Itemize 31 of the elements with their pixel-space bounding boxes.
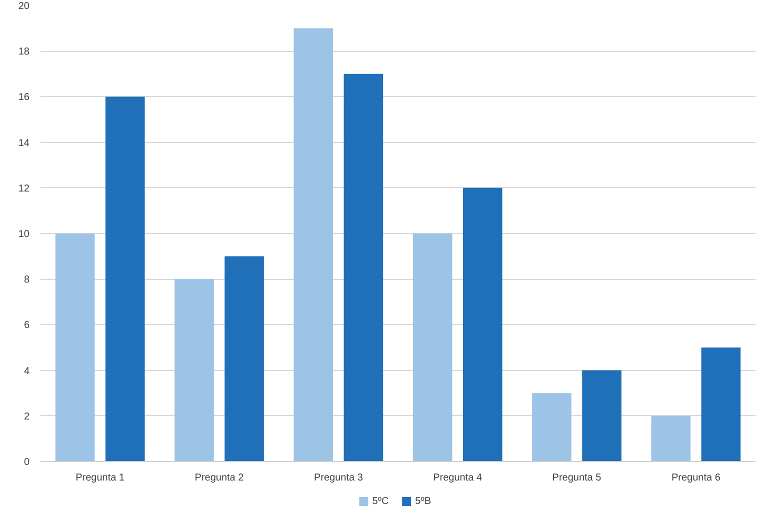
y-tick-label: 8: [24, 274, 30, 286]
legend-label: 5ºC: [372, 496, 389, 507]
y-tick-label: 4: [24, 366, 30, 377]
bar: [651, 416, 691, 462]
bar: [55, 234, 95, 462]
bar: [582, 370, 622, 462]
bar: [412, 234, 452, 462]
x-tick-label: Pregunta 6: [671, 472, 721, 484]
bar: [532, 393, 572, 462]
bar: [462, 188, 502, 462]
bar: [701, 348, 741, 462]
y-tick-label: 6: [24, 320, 30, 332]
y-tick-label: 0: [24, 457, 30, 468]
x-tick-label: Pregunta 1: [76, 472, 125, 484]
x-tick-label: Pregunta 4: [433, 472, 482, 484]
x-tick-label: Pregunta 5: [552, 472, 602, 484]
bar: [224, 256, 264, 462]
y-tick-label: 10: [18, 229, 30, 240]
x-tick-label: Pregunta 3: [314, 472, 364, 484]
y-tick-label: 2: [24, 411, 30, 422]
bar: [174, 279, 214, 462]
legend-label: 5ºB: [415, 496, 432, 507]
bar: [344, 74, 384, 462]
bar: [105, 96, 145, 462]
bar: [294, 28, 334, 462]
y-tick-label: 14: [18, 138, 30, 149]
y-tick-label: 20: [18, 1, 30, 12]
y-tick-label: 12: [18, 183, 30, 194]
x-tick-label: Pregunta 2: [194, 472, 244, 484]
y-tick-label: 18: [18, 46, 30, 58]
y-tick-label: 16: [18, 92, 30, 104]
